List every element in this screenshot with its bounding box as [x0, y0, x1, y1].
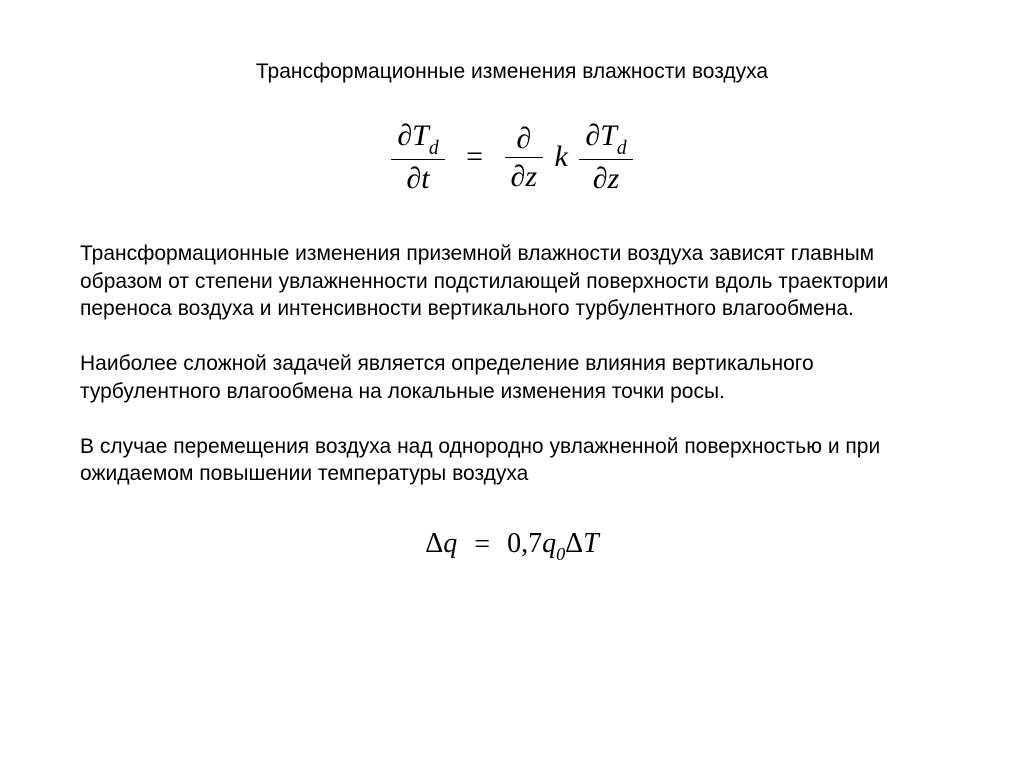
eq1-frac3-num-sub: d	[617, 138, 627, 159]
eq1-frac1-num-sub: d	[429, 138, 439, 159]
eq2-q0-sub: 0	[556, 544, 565, 564]
eq1-frac1-num-partial: ∂	[397, 119, 412, 152]
eq2-T: T	[583, 528, 599, 559]
eq1-frac2: ∂ ∂z	[505, 122, 544, 193]
eq1-frac3-num-var: T	[600, 119, 617, 152]
paragraph-2: Наиболее сложной задачей является опреде…	[80, 350, 944, 405]
eq1-frac3: ∂Td ∂z	[579, 119, 632, 195]
eq1-k: k	[555, 140, 568, 174]
eq1-frac3-num-partial: ∂	[585, 119, 600, 152]
document-page: Трансформационные изменения влажности во…	[0, 0, 1024, 767]
equation-1: ∂Td ∂t = ∂ ∂z k ∂Td ∂z	[80, 119, 944, 195]
eq2-q0-var: q	[542, 528, 556, 559]
equation-2: Δq = 0,7q0ΔT	[80, 528, 944, 564]
paragraph-1: Трансформационные изменения приземной вл…	[80, 240, 944, 322]
eq1-frac2-num-partial: ∂	[516, 122, 531, 155]
eq2-equals: =	[464, 529, 500, 561]
eq1-frac1-num-var: T	[412, 119, 429, 152]
eq1-frac1: ∂Td ∂t	[391, 119, 444, 195]
eq1-equals: =	[456, 140, 493, 174]
eq1-frac1-den-var: t	[421, 162, 429, 195]
eq1-frac3-den-var: z	[608, 162, 620, 195]
page-title: Трансформационные изменения влажности во…	[80, 60, 944, 84]
eq2-coef: 0,7	[507, 528, 542, 559]
eq2-q: q	[443, 528, 457, 559]
eq2-delta2: Δ	[565, 528, 583, 559]
eq1-frac2-den-partial: ∂	[511, 160, 526, 193]
paragraph-3: В случае перемещения воздуха над однород…	[80, 433, 944, 488]
eq1-frac2-den-var: z	[525, 160, 537, 193]
eq2-delta1: Δ	[425, 528, 443, 559]
eq1-frac3-den-partial: ∂	[593, 162, 608, 195]
eq1-frac1-den-partial: ∂	[406, 162, 421, 195]
